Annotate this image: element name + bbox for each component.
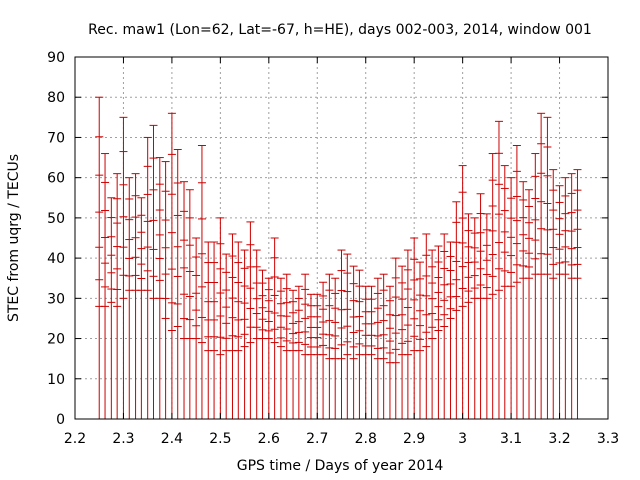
y-tick-label: 30 bbox=[47, 291, 65, 307]
stec-impulse bbox=[470, 217, 479, 419]
stec-impulse bbox=[422, 233, 431, 419]
stec-impulse bbox=[276, 277, 285, 419]
stec-impulse bbox=[137, 197, 146, 419]
stec-impulse bbox=[240, 249, 249, 419]
stec-impulse bbox=[525, 189, 534, 419]
y-tick-label: 40 bbox=[47, 251, 65, 267]
stec-impulse bbox=[210, 241, 219, 419]
stec-impulse bbox=[167, 112, 176, 419]
stec-impulse bbox=[192, 237, 201, 419]
stec-impulse bbox=[101, 153, 110, 419]
x-tick-label: 2.9 bbox=[403, 431, 425, 447]
x-tick-label: 3.1 bbox=[500, 431, 522, 447]
stec-impulse bbox=[252, 249, 261, 419]
stec-impulse bbox=[500, 165, 509, 419]
x-tick-label: 3 bbox=[458, 431, 467, 447]
y-tick-label: 70 bbox=[47, 130, 65, 146]
stec-impulse bbox=[197, 144, 206, 419]
stec-impulse bbox=[270, 237, 279, 419]
stec-impulse bbox=[507, 177, 516, 419]
stec-impulse bbox=[282, 273, 291, 419]
y-tick-label: 20 bbox=[47, 332, 65, 348]
chart-title: Rec. maw1 (Lon=62, Lat=-67, h=HE), days … bbox=[88, 22, 592, 38]
data-series bbox=[95, 96, 582, 419]
x-tick-label: 2.4 bbox=[161, 431, 183, 447]
stec-impulse bbox=[119, 116, 128, 419]
stec-impulse bbox=[161, 161, 170, 419]
y-tick-label: 90 bbox=[47, 50, 65, 66]
x-tick-label: 3.2 bbox=[548, 431, 570, 447]
x-tick-label: 2.7 bbox=[306, 431, 328, 447]
stec-impulse bbox=[319, 281, 328, 419]
stec-impulse bbox=[561, 177, 570, 419]
stec-impulse bbox=[476, 193, 485, 419]
x-axis-label: GPS time / Days of year 2014 bbox=[237, 458, 444, 474]
stec-impulse bbox=[488, 153, 497, 419]
x-tick-label: 2.8 bbox=[355, 431, 377, 447]
x-tick-label: 2.2 bbox=[64, 431, 86, 447]
y-tick-label: 60 bbox=[47, 171, 65, 187]
stec-impulse bbox=[398, 265, 407, 419]
stec-impulse bbox=[391, 257, 400, 419]
plot-frame bbox=[74, 56, 609, 420]
stec-impulse bbox=[143, 136, 152, 419]
stec-impulse bbox=[294, 285, 303, 419]
stec-impulse bbox=[543, 116, 552, 419]
stec-impulse bbox=[452, 201, 461, 419]
stec-impulse bbox=[549, 169, 558, 419]
stec-impulse bbox=[313, 293, 322, 419]
stec-impulse bbox=[555, 185, 564, 419]
stec-impulse bbox=[367, 285, 376, 419]
stec-impulse bbox=[373, 277, 382, 419]
axis-ticks: 0 10 20 30 40 50 60 70 80 90 2.2 2.3 2.4 2.5 2.6 2.7 2.8… bbox=[47, 50, 619, 447]
stec-impulse bbox=[222, 253, 231, 419]
stec-impulse bbox=[131, 173, 140, 419]
stec-impulse bbox=[264, 277, 273, 419]
stec-impulse bbox=[379, 273, 388, 419]
y-axis-label: STEC from uqrg / TECUs bbox=[6, 154, 22, 322]
x-tick-label: 2.5 bbox=[209, 431, 231, 447]
stec-impulse bbox=[531, 153, 540, 419]
stec-impulse bbox=[155, 157, 164, 419]
stec-impulse bbox=[289, 289, 298, 419]
stec-impulse bbox=[95, 96, 104, 419]
x-tick-label: 3.3 bbox=[597, 431, 619, 447]
stec-impulse bbox=[537, 112, 546, 419]
y-tick-label: 10 bbox=[47, 372, 65, 388]
x-tick-label: 2.6 bbox=[258, 431, 280, 447]
stec-impulse bbox=[494, 120, 503, 419]
stec-impulse bbox=[216, 217, 225, 419]
stec-impulse bbox=[403, 249, 412, 419]
stec-impulse bbox=[149, 124, 158, 419]
stec-impulse bbox=[446, 241, 455, 419]
stec-impulse bbox=[301, 273, 310, 419]
y-tick-label: 80 bbox=[47, 90, 65, 106]
x-tick-label: 2.3 bbox=[112, 431, 134, 447]
stec-impulse bbox=[573, 169, 582, 419]
stec-impulse bbox=[458, 165, 467, 419]
y-tick-label: 0 bbox=[56, 412, 65, 428]
stec-impulse bbox=[415, 261, 424, 419]
stec-impulse bbox=[107, 197, 116, 419]
stec-impulse bbox=[343, 253, 352, 419]
stec-impulse bbox=[349, 265, 358, 419]
stec-impulse bbox=[428, 249, 437, 419]
stec-impulse bbox=[512, 144, 521, 419]
stec-impulse bbox=[173, 149, 182, 419]
stec-impulse bbox=[325, 273, 334, 419]
stec-impulse bbox=[385, 285, 394, 419]
stec-impulse bbox=[113, 173, 122, 419]
stec-impulse bbox=[482, 213, 491, 419]
stec-impulse bbox=[331, 277, 340, 419]
stec-impulse bbox=[258, 269, 267, 419]
y-tick-label: 50 bbox=[47, 211, 65, 227]
stec-impulse bbox=[434, 245, 443, 419]
stec-impulse bbox=[440, 233, 449, 419]
stec-impulse bbox=[125, 177, 134, 419]
stec-impulse bbox=[519, 181, 528, 419]
stec-impulse bbox=[234, 241, 243, 419]
